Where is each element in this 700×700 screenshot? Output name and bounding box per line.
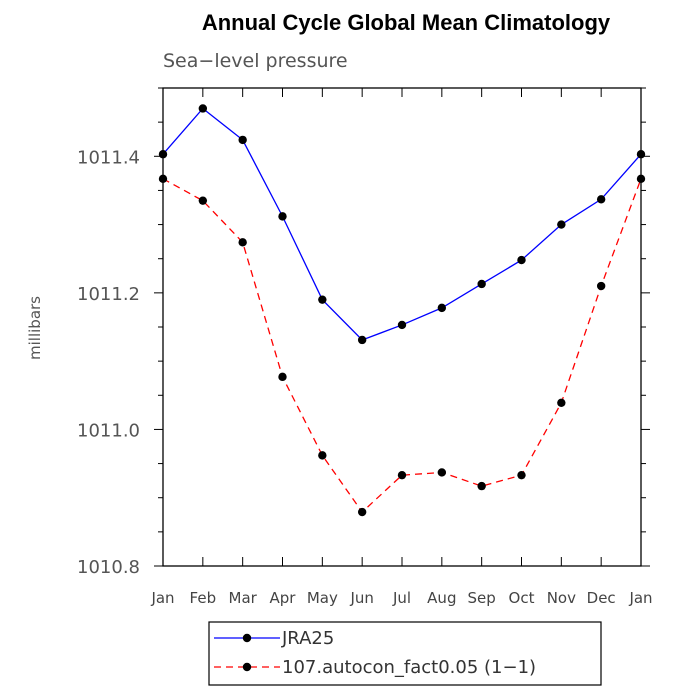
y-tick-label: 1011.0 [77, 420, 140, 441]
axis-ticks [154, 87, 650, 567]
series-line-0 [162, 107, 642, 341]
chart-title: Annual Cycle Global Mean Climatology [202, 10, 611, 35]
x-tick-label: Mar [229, 589, 258, 607]
x-tick-label: Sep [468, 589, 496, 607]
data-point-series-1 [477, 481, 486, 491]
x-tick-label: Apr [270, 589, 297, 607]
y-axis-label: millibars [26, 296, 44, 360]
data-point-series-1 [557, 398, 566, 407]
series-layer [158, 104, 646, 517]
legend-label-jra25: JRA25 [281, 628, 334, 649]
data-point-series-0 [238, 135, 247, 145]
data-point-series-1 [596, 281, 606, 291]
x-tick-label: Jan [150, 589, 174, 607]
data-point-series-1 [198, 196, 208, 205]
x-tick-label: Feb [190, 589, 217, 607]
data-point-series-0 [158, 150, 168, 159]
data-point-series-0 [477, 279, 486, 289]
data-point-series-1 [397, 470, 407, 480]
data-point-series-0 [596, 195, 606, 204]
data-point-series-1 [158, 174, 168, 184]
data-point-series-1 [238, 238, 247, 247]
data-point-series-1 [636, 174, 646, 184]
series-line-1 [162, 178, 642, 514]
data-point-series-1 [437, 468, 447, 477]
y-tick-labels: 1010.8 1011.0 1011.2 1011.4 [77, 147, 140, 578]
data-point-series-0 [198, 104, 208, 113]
x-tick-labels: Jan Feb Mar Apr May Jun Jul Aug Sep Oct Nov Dec Jan [150, 589, 652, 607]
legend: JRA25 107.autocon_fact0.05 (1−1) [208, 621, 602, 686]
legend-label-experiment: 107.autocon_fact0.05 (1−1) [282, 657, 536, 678]
data-point-series-1 [517, 470, 526, 480]
y-tick-label: 1011.4 [77, 147, 140, 168]
x-tick-label: May [307, 589, 338, 607]
x-tick-label: Oct [509, 589, 535, 607]
data-point-series-0 [318, 295, 327, 304]
y-tick-label: 1010.8 [77, 557, 140, 578]
data-point-series-1 [278, 372, 287, 382]
legend-box [208, 621, 602, 686]
x-tick-label: Jan [628, 589, 652, 607]
data-point-series-0 [357, 335, 367, 345]
data-point-series-0 [557, 220, 566, 229]
data-point-series-0 [517, 255, 526, 265]
x-tick-label: Jul [392, 589, 411, 607]
data-point-series-0 [397, 320, 407, 330]
x-tick-label: Jun [349, 589, 373, 607]
data-point-series-0 [636, 150, 646, 159]
y-tick-label: 1011.2 [77, 284, 140, 305]
data-point-series-0 [437, 303, 447, 313]
x-tick-label: Aug [427, 589, 456, 607]
legend-marker-jra25 [242, 633, 252, 643]
data-point-series-0 [278, 212, 287, 221]
x-tick-label: Dec [587, 589, 616, 607]
data-point-series-1 [318, 451, 327, 460]
legend-marker-experiment [242, 662, 252, 672]
data-point-series-1 [357, 507, 367, 517]
x-tick-label: Nov [547, 589, 576, 607]
chart-subtitle: Sea−level pressure [163, 50, 348, 72]
